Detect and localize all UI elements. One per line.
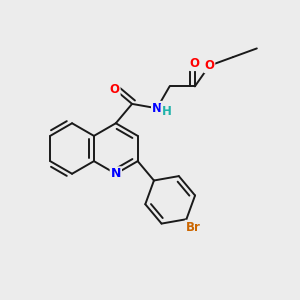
Text: H: H [161, 105, 171, 118]
Text: Br: Br [186, 221, 200, 234]
Text: O: O [190, 57, 200, 70]
Text: N: N [111, 167, 121, 180]
Text: O: O [110, 83, 120, 96]
Text: O: O [204, 59, 214, 72]
Text: N: N [152, 102, 162, 115]
